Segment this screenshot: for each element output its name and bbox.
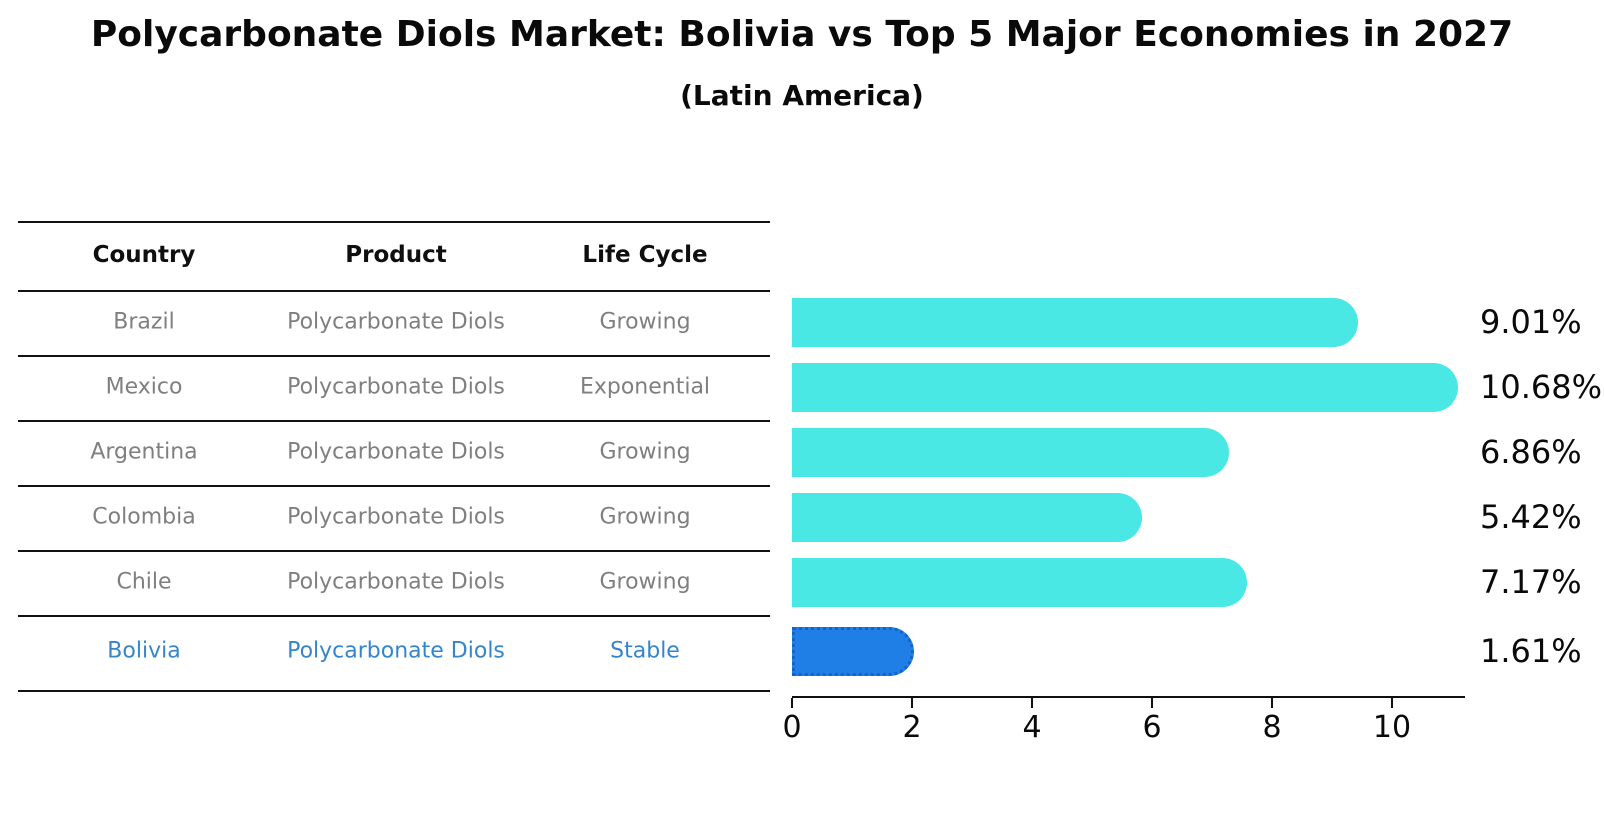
table-header-cell: Product: [345, 242, 447, 268]
table-cell-life_cycle: Stable: [610, 638, 680, 664]
x-axis-tick-label: 4: [1022, 710, 1042, 745]
table-cell-product: Polycarbonate Diols: [287, 439, 505, 465]
table-header-cell: Life Cycle: [582, 242, 708, 268]
x-axis-tick-label: 0: [782, 710, 802, 745]
highlight-bar: [792, 626, 914, 676]
table-cell-product: Polycarbonate Diols: [287, 309, 505, 335]
bar-value-label: 10.68%: [1480, 368, 1603, 406]
table-cell-life_cycle: Exponential: [579, 374, 711, 400]
table-row-divider: [18, 550, 770, 552]
bar: [792, 557, 1247, 607]
bar-value-label: 9.01%: [1480, 303, 1582, 341]
x-axis-tick: [1391, 698, 1393, 708]
chart-title: Polycarbonate Diols Market: Bolivia vs T…: [90, 14, 1514, 55]
table-row-divider: [18, 420, 770, 422]
x-axis-tick: [1151, 698, 1153, 708]
bar: [792, 297, 1358, 347]
bar: [792, 427, 1229, 477]
table-cell-country: Brazil: [113, 309, 175, 335]
table-row-divider: [18, 485, 770, 487]
table-cell-life_cycle: Growing: [599, 504, 691, 530]
table-row-divider: [18, 355, 770, 357]
bar-value-label: 7.17%: [1480, 563, 1582, 601]
x-axis-tick-label: 6: [1142, 710, 1162, 745]
table-row-divider: [18, 221, 770, 223]
table-cell-country: Argentina: [90, 439, 198, 465]
x-axis-tick: [1031, 698, 1033, 708]
table-cell-product: Polycarbonate Diols: [287, 374, 505, 400]
table-cell-life_cycle: Growing: [599, 569, 691, 595]
table-cell-product: Polycarbonate Diols: [287, 638, 505, 664]
table-row-divider: [18, 615, 770, 617]
table-row-divider: [18, 290, 770, 292]
bar-value-label: 5.42%: [1480, 498, 1582, 536]
bar: [792, 492, 1142, 542]
table-cell-life_cycle: Growing: [599, 439, 691, 465]
x-axis-line: [792, 696, 1465, 698]
x-axis-tick: [1271, 698, 1273, 708]
bar: [792, 362, 1458, 412]
table-cell-country: Mexico: [105, 374, 183, 400]
table-cell-product: Polycarbonate Diols: [287, 569, 505, 595]
x-axis-tick: [791, 698, 793, 708]
table-cell-country: Chile: [116, 569, 172, 595]
table-cell-country: Colombia: [92, 504, 196, 530]
bar-value-label: 6.86%: [1480, 433, 1582, 471]
x-axis-tick-label: 10: [1372, 710, 1412, 745]
table-row-divider: [18, 690, 770, 692]
x-axis-tick-label: 8: [1262, 710, 1282, 745]
table-cell-product: Polycarbonate Diols: [287, 504, 505, 530]
x-axis-tick-label: 2: [902, 710, 922, 745]
table-cell-life_cycle: Growing: [599, 309, 691, 335]
x-axis-tick: [911, 698, 913, 708]
table-cell-country: Bolivia: [107, 638, 181, 664]
bar-value-label: 1.61%: [1480, 632, 1582, 670]
chart-subtitle: (Latin America): [680, 79, 924, 112]
table-header-cell: Country: [92, 242, 196, 268]
